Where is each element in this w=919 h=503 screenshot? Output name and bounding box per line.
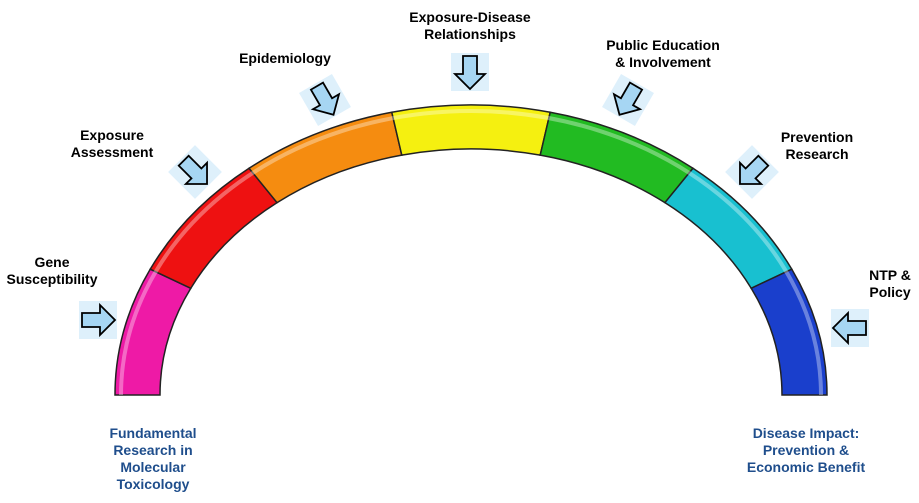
arrow (79, 301, 117, 339)
arrow-shape (309, 81, 341, 116)
arrow-shape (452, 55, 488, 91)
stage-label: Assessment (71, 144, 154, 160)
arrow (831, 309, 869, 347)
arch-segment (149, 167, 279, 290)
start-label: Molecular (120, 459, 186, 475)
arrow-shape (612, 81, 644, 116)
stage-label: Research (785, 146, 848, 162)
stage-label: Public Education (606, 37, 720, 53)
start-label: Toxicology (117, 476, 190, 492)
stage-label: Exposure-Disease (409, 9, 531, 25)
stage-label: & Involvement (615, 54, 711, 70)
arrow-shape (81, 302, 117, 338)
arch-segment (539, 111, 695, 204)
arrow (725, 145, 779, 199)
arrow (451, 53, 489, 91)
arch-segment (750, 268, 828, 396)
stage-label: Policy (869, 284, 910, 300)
end-label: Disease Impact: (753, 425, 860, 441)
stage-label: NTP & (869, 267, 911, 283)
stage-label: Gene (34, 254, 69, 270)
arch-highlight (119, 109, 823, 396)
arrow-shape (177, 154, 208, 185)
arch (114, 104, 828, 396)
arch-segment (114, 268, 192, 396)
arrow (602, 74, 654, 126)
start-label: Fundamental (109, 425, 196, 441)
arrow (299, 74, 351, 126)
stage-label: Prevention (781, 129, 853, 145)
arrow-shape (831, 310, 867, 346)
start-label: Research in (113, 442, 192, 458)
arch-segment (663, 167, 793, 290)
stage-label: Exposure (80, 127, 144, 143)
arch-segment (247, 111, 403, 204)
stage-label: Susceptibility (6, 271, 97, 287)
end-label: Prevention & (763, 442, 849, 458)
arrow-shape (739, 154, 770, 185)
end-label: Economic Benefit (747, 459, 866, 475)
arrow (168, 145, 222, 199)
stage-label: Relationships (424, 26, 516, 42)
stage-label: Epidemiology (239, 50, 331, 66)
